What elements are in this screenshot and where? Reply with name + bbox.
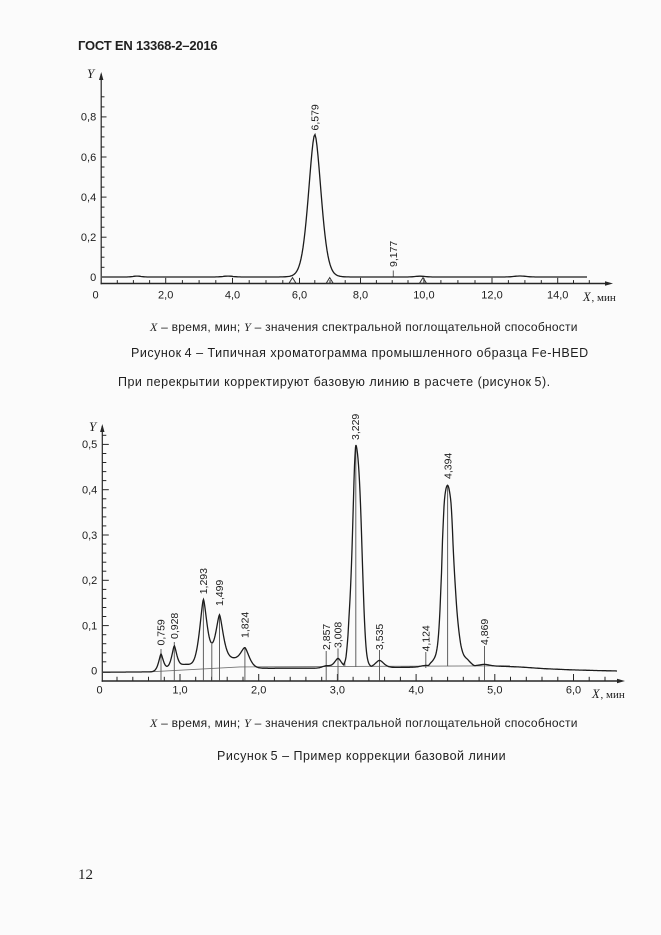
svg-text:6,579: 6,579 — [309, 104, 321, 130]
svg-text:, мин: , мин — [592, 292, 616, 304]
svg-text:4,394: 4,394 — [442, 453, 454, 479]
svg-text:0,1: 0,1 — [82, 620, 97, 632]
svg-text:X: X — [582, 290, 592, 304]
svg-text:3,008: 3,008 — [333, 622, 345, 648]
svg-text:1,293: 1,293 — [198, 568, 210, 594]
svg-text:5,0: 5,0 — [487, 685, 502, 697]
svg-text:10,0: 10,0 — [413, 290, 434, 302]
svg-text:2,857: 2,857 — [321, 624, 333, 650]
svg-text:0: 0 — [91, 666, 97, 678]
svg-text:, мин: , мин — [601, 689, 625, 701]
svg-text:14,0: 14,0 — [547, 290, 568, 302]
svg-text:0: 0 — [92, 290, 98, 302]
svg-text:0,4: 0,4 — [82, 485, 97, 497]
svg-text:0,5: 0,5 — [82, 439, 97, 451]
svg-text:8,0: 8,0 — [353, 290, 368, 302]
svg-text:0,3: 0,3 — [82, 530, 97, 542]
svg-text:Y: Y — [89, 419, 98, 434]
svg-text:0,759: 0,759 — [156, 619, 168, 645]
svg-text:0: 0 — [96, 685, 102, 697]
svg-text:0,928: 0,928 — [169, 613, 181, 639]
svg-text:3,229: 3,229 — [350, 414, 362, 440]
svg-text:X: X — [591, 687, 601, 701]
svg-text:2,0: 2,0 — [158, 290, 173, 302]
svg-text:6,0: 6,0 — [292, 290, 307, 302]
svg-text:1,824: 1,824 — [240, 612, 252, 638]
svg-text:6,0: 6,0 — [566, 685, 581, 697]
svg-text:4,0: 4,0 — [225, 290, 240, 302]
svg-text:0,2: 0,2 — [81, 232, 96, 244]
svg-text:4,124: 4,124 — [420, 625, 432, 651]
svg-text:0: 0 — [90, 272, 96, 284]
svg-text:0,6: 0,6 — [81, 152, 96, 164]
svg-text:Y: Y — [87, 66, 96, 81]
svg-text:1,499: 1,499 — [214, 580, 226, 606]
svg-text:2,0: 2,0 — [251, 685, 266, 697]
svg-text:4,869: 4,869 — [479, 619, 491, 645]
svg-text:3,0: 3,0 — [330, 685, 345, 697]
svg-text:0,4: 0,4 — [81, 192, 96, 204]
svg-text:4,0: 4,0 — [408, 685, 423, 697]
svg-text:3,535: 3,535 — [374, 624, 386, 650]
svg-text:0,2: 0,2 — [82, 575, 97, 587]
svg-text:1,0: 1,0 — [172, 685, 187, 697]
svg-text:0,8: 0,8 — [81, 112, 96, 124]
svg-text:9,177: 9,177 — [388, 241, 400, 267]
svg-text:12,0: 12,0 — [481, 290, 502, 302]
